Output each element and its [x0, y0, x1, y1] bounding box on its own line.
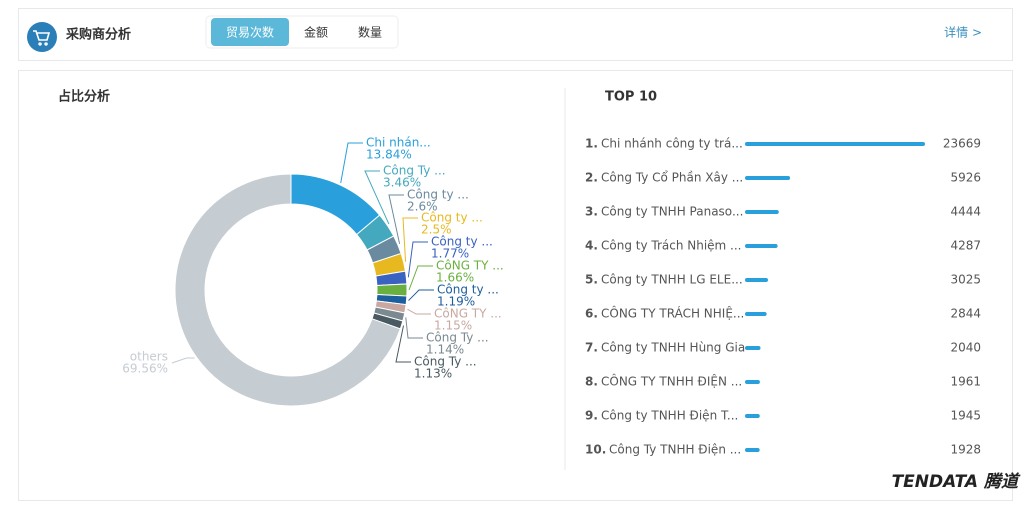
- donut-slice: [174, 173, 401, 407]
- company-name: CÔNG TY TRÁCH NHIỆ...: [601, 306, 744, 321]
- main-card: [18, 70, 1013, 501]
- company-name: Công Ty Cổ Phần Xây ...: [601, 171, 743, 185]
- header-title: 采购商分析: [65, 27, 131, 43]
- leader-line: [408, 265, 433, 291]
- bar-value: 2040: [950, 341, 981, 355]
- company-name: Công Ty TNHH Điện ...: [609, 443, 741, 457]
- bar-value: 23669: [943, 137, 981, 151]
- rank: 3.: [585, 205, 598, 219]
- bar: [745, 244, 778, 248]
- bar-value: 3025: [950, 273, 981, 287]
- bar: [745, 414, 760, 418]
- bar: [745, 380, 760, 384]
- watermark: TENDATA 腾道: [892, 472, 1021, 492]
- rank: 5.: [585, 273, 598, 287]
- bar-value: 5926: [950, 171, 981, 185]
- rank: 1.: [585, 137, 598, 151]
- slice-label: CôNG TY ...: [436, 259, 504, 273]
- leader-line: [395, 325, 411, 363]
- slice-value: 69.56%: [122, 362, 168, 376]
- rank: 10.: [585, 443, 606, 457]
- bar-value: 4444: [950, 205, 981, 219]
- slice-value: 1.13%: [414, 367, 452, 381]
- rank: 9.: [585, 409, 598, 423]
- rank: 4.: [585, 239, 598, 253]
- slice-label: Chi nhán...: [366, 136, 431, 150]
- slice-label: Công Ty ...: [383, 164, 446, 178]
- leader-line: [402, 217, 418, 262]
- slice-label: Công ty ...: [431, 235, 493, 249]
- slice-label: others: [130, 350, 168, 364]
- slice-label: CôNG TY ...: [434, 307, 502, 321]
- bar-value: 1928: [950, 443, 981, 457]
- tab[interactable]: 金额: [304, 25, 328, 40]
- pie-title: 占比分析: [58, 89, 110, 105]
- tab-active-bg: [211, 18, 289, 46]
- tab[interactable]: 贸易次数: [226, 25, 274, 40]
- cart-icon: [27, 22, 57, 52]
- bar: [745, 346, 761, 350]
- leader-line: [407, 241, 428, 278]
- slice-label: Công ty ...: [407, 188, 469, 202]
- company-name: Công ty TNHH Điện T...: [601, 409, 738, 423]
- company-name: Công ty TNHH Panaso...: [601, 205, 743, 219]
- slice-value: 1.14%: [426, 343, 464, 357]
- slice-label: Công Ty ...: [426, 331, 489, 345]
- leader-line: [407, 308, 431, 315]
- bar: [745, 142, 925, 146]
- rank: 7.: [585, 341, 598, 355]
- bar-title: TOP 10: [605, 90, 657, 105]
- slice-value: 13.84%: [366, 148, 412, 162]
- bar-value: 2844: [950, 307, 981, 321]
- slice-value: 1.19%: [437, 295, 475, 309]
- company-name: Công ty TNHH Hùng Gia: [601, 341, 745, 355]
- rank: 6.: [585, 307, 598, 321]
- slice-value: 1.15%: [434, 319, 472, 333]
- leader-line: [340, 142, 363, 184]
- company-name: Chi nhánh công ty trá...: [601, 137, 743, 151]
- slice-value: 1.77%: [431, 247, 469, 261]
- slice-label: Công ty ...: [437, 283, 499, 297]
- detail-link[interactable]: 详情 >: [944, 25, 982, 40]
- bar: [745, 278, 769, 282]
- tab[interactable]: 数量: [358, 25, 382, 40]
- company-name: CÔNG TY TNHH ĐIỆN ...: [601, 374, 742, 389]
- bar: [745, 210, 779, 214]
- slice-value: 3.46%: [383, 176, 421, 190]
- leader-line: [388, 194, 404, 244]
- leader-line: [364, 170, 390, 225]
- company-name: Công ty TNHH LG ELE...: [601, 273, 743, 287]
- slice-value: 2.5%: [421, 223, 452, 237]
- header-card: [18, 8, 1013, 61]
- bar-value: 1961: [950, 375, 981, 389]
- slice-label: Công Ty ...: [414, 355, 477, 369]
- bar-value: 1945: [950, 409, 981, 423]
- leader-line: [405, 317, 423, 339]
- company-name: Công ty Trách Nhiệm ...: [601, 239, 742, 253]
- bar: [745, 312, 767, 316]
- rank: 2.: [585, 171, 598, 185]
- bar: [745, 176, 791, 180]
- leader-line: [408, 289, 434, 301]
- slice-value: 2.6%: [407, 200, 438, 214]
- bar-value: 4287: [950, 239, 981, 253]
- bar: [745, 448, 760, 452]
- cart-glyph: [33, 30, 51, 46]
- leader-line: [171, 357, 195, 364]
- slice-label: Công ty ...: [421, 211, 483, 225]
- slice-value: 1.66%: [436, 271, 474, 285]
- rank: 8.: [585, 375, 598, 389]
